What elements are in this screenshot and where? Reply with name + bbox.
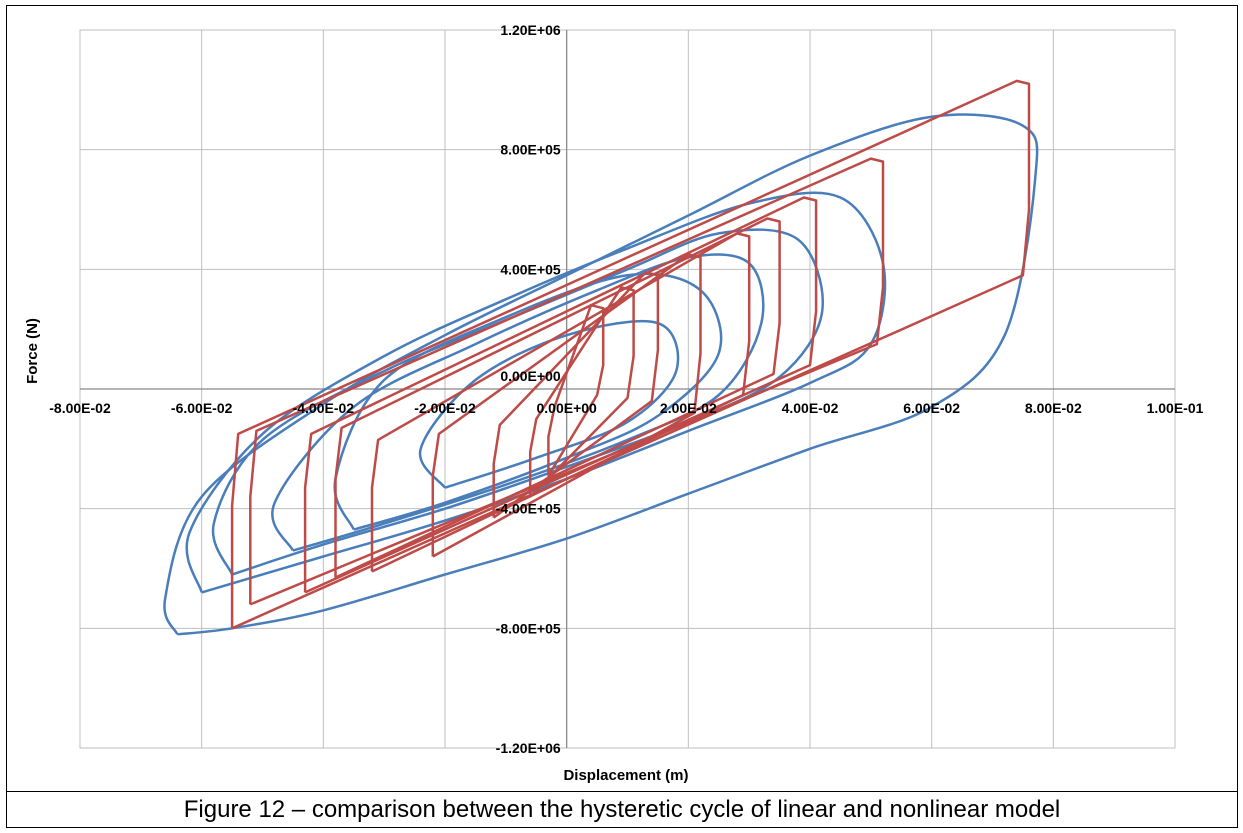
y-tick-label: 8.00E+05 <box>500 142 561 158</box>
x-tick-label: 1.00E-01 <box>1147 400 1204 416</box>
x-tick-label: -8.00E-02 <box>49 400 111 416</box>
x-tick-label: 2.00E-02 <box>660 400 717 416</box>
x-tick-label: -6.00E-02 <box>171 400 233 416</box>
grid <box>79 29 1176 749</box>
series-2-loop <box>334 217 781 579</box>
plot-area <box>163 79 1039 636</box>
y-tick-label: -4.00E+05 <box>496 501 561 517</box>
hysteresis-chart: -8.00E-02 -6.00E-02 -4.00E-02 -2.00E-02 0.00… <box>24 22 1204 784</box>
figure-frame <box>6 5 1238 828</box>
y-tick-label: -1.20E+06 <box>496 740 561 756</box>
x-axis-title: Displacement (m) <box>563 767 688 784</box>
x-tick-label: 4.00E-02 <box>782 400 839 416</box>
tick-labels: -8.00E-02 -6.00E-02 -4.00E-02 -2.00E-02 0.00… <box>49 22 1203 756</box>
series-2-loop <box>230 79 1031 630</box>
series-2-loop <box>528 286 635 498</box>
figure-caption: Figure 12 – comparison between the hyste… <box>183 796 1061 823</box>
x-tick-label: 0.00E+00 <box>536 400 597 416</box>
caption-divider <box>6 791 1238 792</box>
y-axis-title: Force (N) <box>24 318 41 384</box>
x-tick-label: 8.00E-02 <box>1025 400 1082 416</box>
y-tick-label: 4.00E+05 <box>500 261 561 277</box>
y-tick-label: 0.00E+00 <box>500 368 561 384</box>
series-2-loop <box>492 271 660 519</box>
series-2-loop <box>547 303 605 477</box>
series-2-loop <box>303 196 818 594</box>
series-2-loop <box>249 157 885 606</box>
x-tick-label: -4.00E-02 <box>293 400 355 416</box>
x-tick-label: 6.00E-02 <box>903 400 960 416</box>
x-tick-label: -2.00E-02 <box>414 400 476 416</box>
series-2-loop <box>370 232 751 573</box>
series-2-loop <box>431 253 702 558</box>
y-tick-label: 1.20E+06 <box>500 22 561 38</box>
y-tick-label: -8.00E+05 <box>496 620 561 636</box>
